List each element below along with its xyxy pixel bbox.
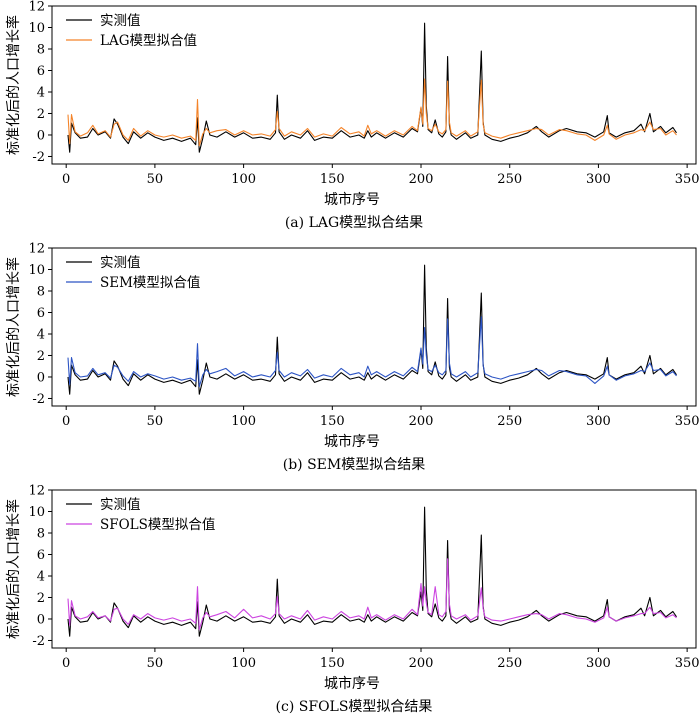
y-tick-label: -2 — [32, 392, 45, 407]
plot-frame — [51, 489, 697, 649]
legend-label: SFOLS模型拟合值 — [100, 517, 215, 533]
x-tick-label: 250 — [497, 414, 522, 429]
y-tick-label: 6 — [37, 306, 45, 321]
legend-label: SEM模型拟合值 — [100, 275, 200, 291]
y-tick-label: 2 — [37, 107, 45, 122]
x-tick-label: 250 — [497, 172, 522, 187]
legend-label: LAG模型拟合值 — [100, 33, 197, 49]
x-tick-label: 200 — [409, 172, 434, 187]
y-axis-title: 标准化后的人口增长率 — [5, 499, 22, 639]
series-line-measured — [67, 22, 677, 153]
series-line-fitted — [67, 78, 677, 147]
y-tick-label: 12 — [28, 484, 45, 499]
y-tick-label: 10 — [28, 21, 45, 36]
y-tick-label: -2 — [32, 150, 45, 165]
y-tick-label: 4 — [37, 85, 45, 100]
x-tick-label: 200 — [409, 414, 434, 429]
x-tick-label: 0 — [62, 656, 70, 671]
chart-panel-b: 0 50 100 150 200 250 300 350 -2 0 2 4 6 8 10 12 城市序号 标准化后… — [5, 242, 700, 474]
series-line-measured — [67, 506, 677, 637]
x-tick-label: 100 — [231, 656, 256, 671]
y-tick-label: 8 — [37, 526, 45, 541]
legend-label: 实测值 — [100, 255, 141, 271]
legend: 实测值 SFOLS模型拟合值 — [66, 497, 215, 533]
y-tick-label: 0 — [37, 612, 45, 627]
x-axis-title: 城市序号 — [324, 191, 380, 208]
x-tick-label: 0 — [62, 414, 70, 429]
legend: 实测值 SEM模型拟合值 — [66, 255, 200, 291]
x-axis-title: 城市序号 — [324, 675, 380, 692]
x-tick-label: 150 — [320, 656, 345, 671]
y-tick-label: 6 — [37, 64, 45, 79]
legend-label: 实测值 — [100, 13, 141, 29]
y-tick-label: 8 — [37, 284, 45, 299]
x-tick-label: 300 — [586, 656, 611, 671]
y-tick-label: -2 — [32, 634, 45, 649]
y-tick-label: 12 — [28, 242, 45, 257]
x-tick-label: 350 — [675, 414, 700, 429]
x-tick-label: 50 — [147, 656, 164, 671]
x-tick-label: 150 — [320, 414, 345, 429]
x-tick-label: 0 — [62, 172, 70, 187]
x-tick-label: 100 — [231, 172, 256, 187]
y-tick-label: 12 — [28, 0, 45, 15]
series-line-fitted — [67, 558, 677, 631]
y-axis-title: 标准化后的人口增长率 — [5, 15, 22, 155]
panel-caption: (b) SEM模型拟合结果 — [283, 457, 425, 473]
y-tick-label: 8 — [37, 42, 45, 57]
y-tick-label: 2 — [37, 349, 45, 364]
y-tick-label: 10 — [28, 263, 45, 278]
x-tick-label: 300 — [586, 414, 611, 429]
plot-frame — [51, 5, 697, 165]
y-tick-label: 6 — [37, 548, 45, 563]
chart-panel-a: 0 50 100 150 200 250 300 350 -2 0 2 4 6 8 10 12 城市序号 标准化后… — [5, 0, 700, 231]
y-tick-label: 4 — [37, 327, 45, 342]
x-tick-label: 300 — [586, 172, 611, 187]
legend-label: 实测值 — [100, 497, 141, 513]
x-tick-label: 100 — [231, 414, 256, 429]
panel-caption: (c) SFOLS模型拟合结果 — [276, 699, 433, 714]
legend: 实测值 LAG模型拟合值 — [66, 13, 197, 49]
y-tick-label: 0 — [37, 128, 45, 143]
x-tick-label: 50 — [147, 172, 164, 187]
x-tick-label: 150 — [320, 172, 345, 187]
plot-frame — [51, 247, 697, 407]
x-tick-label: 250 — [497, 656, 522, 671]
y-axis-title: 标准化后的人口增长率 — [5, 257, 22, 397]
x-tick-label: 350 — [675, 172, 700, 187]
y-tick-label: 0 — [37, 370, 45, 385]
x-axis-title: 城市序号 — [324, 433, 380, 450]
x-tick-label: 50 — [147, 414, 164, 429]
y-tick-label: 10 — [28, 505, 45, 520]
y-tick-label: 4 — [37, 569, 45, 584]
x-tick-label: 350 — [675, 656, 700, 671]
panel-caption: (a) LAG模型拟合结果 — [285, 215, 423, 231]
series-line-fitted — [67, 316, 677, 388]
chart-panel-c: 0 50 100 150 200 250 300 350 -2 0 2 4 6 8 10 12 城市序号 标准化后… — [5, 484, 700, 714]
x-tick-label: 200 — [409, 656, 434, 671]
y-tick-label: 2 — [37, 591, 45, 606]
